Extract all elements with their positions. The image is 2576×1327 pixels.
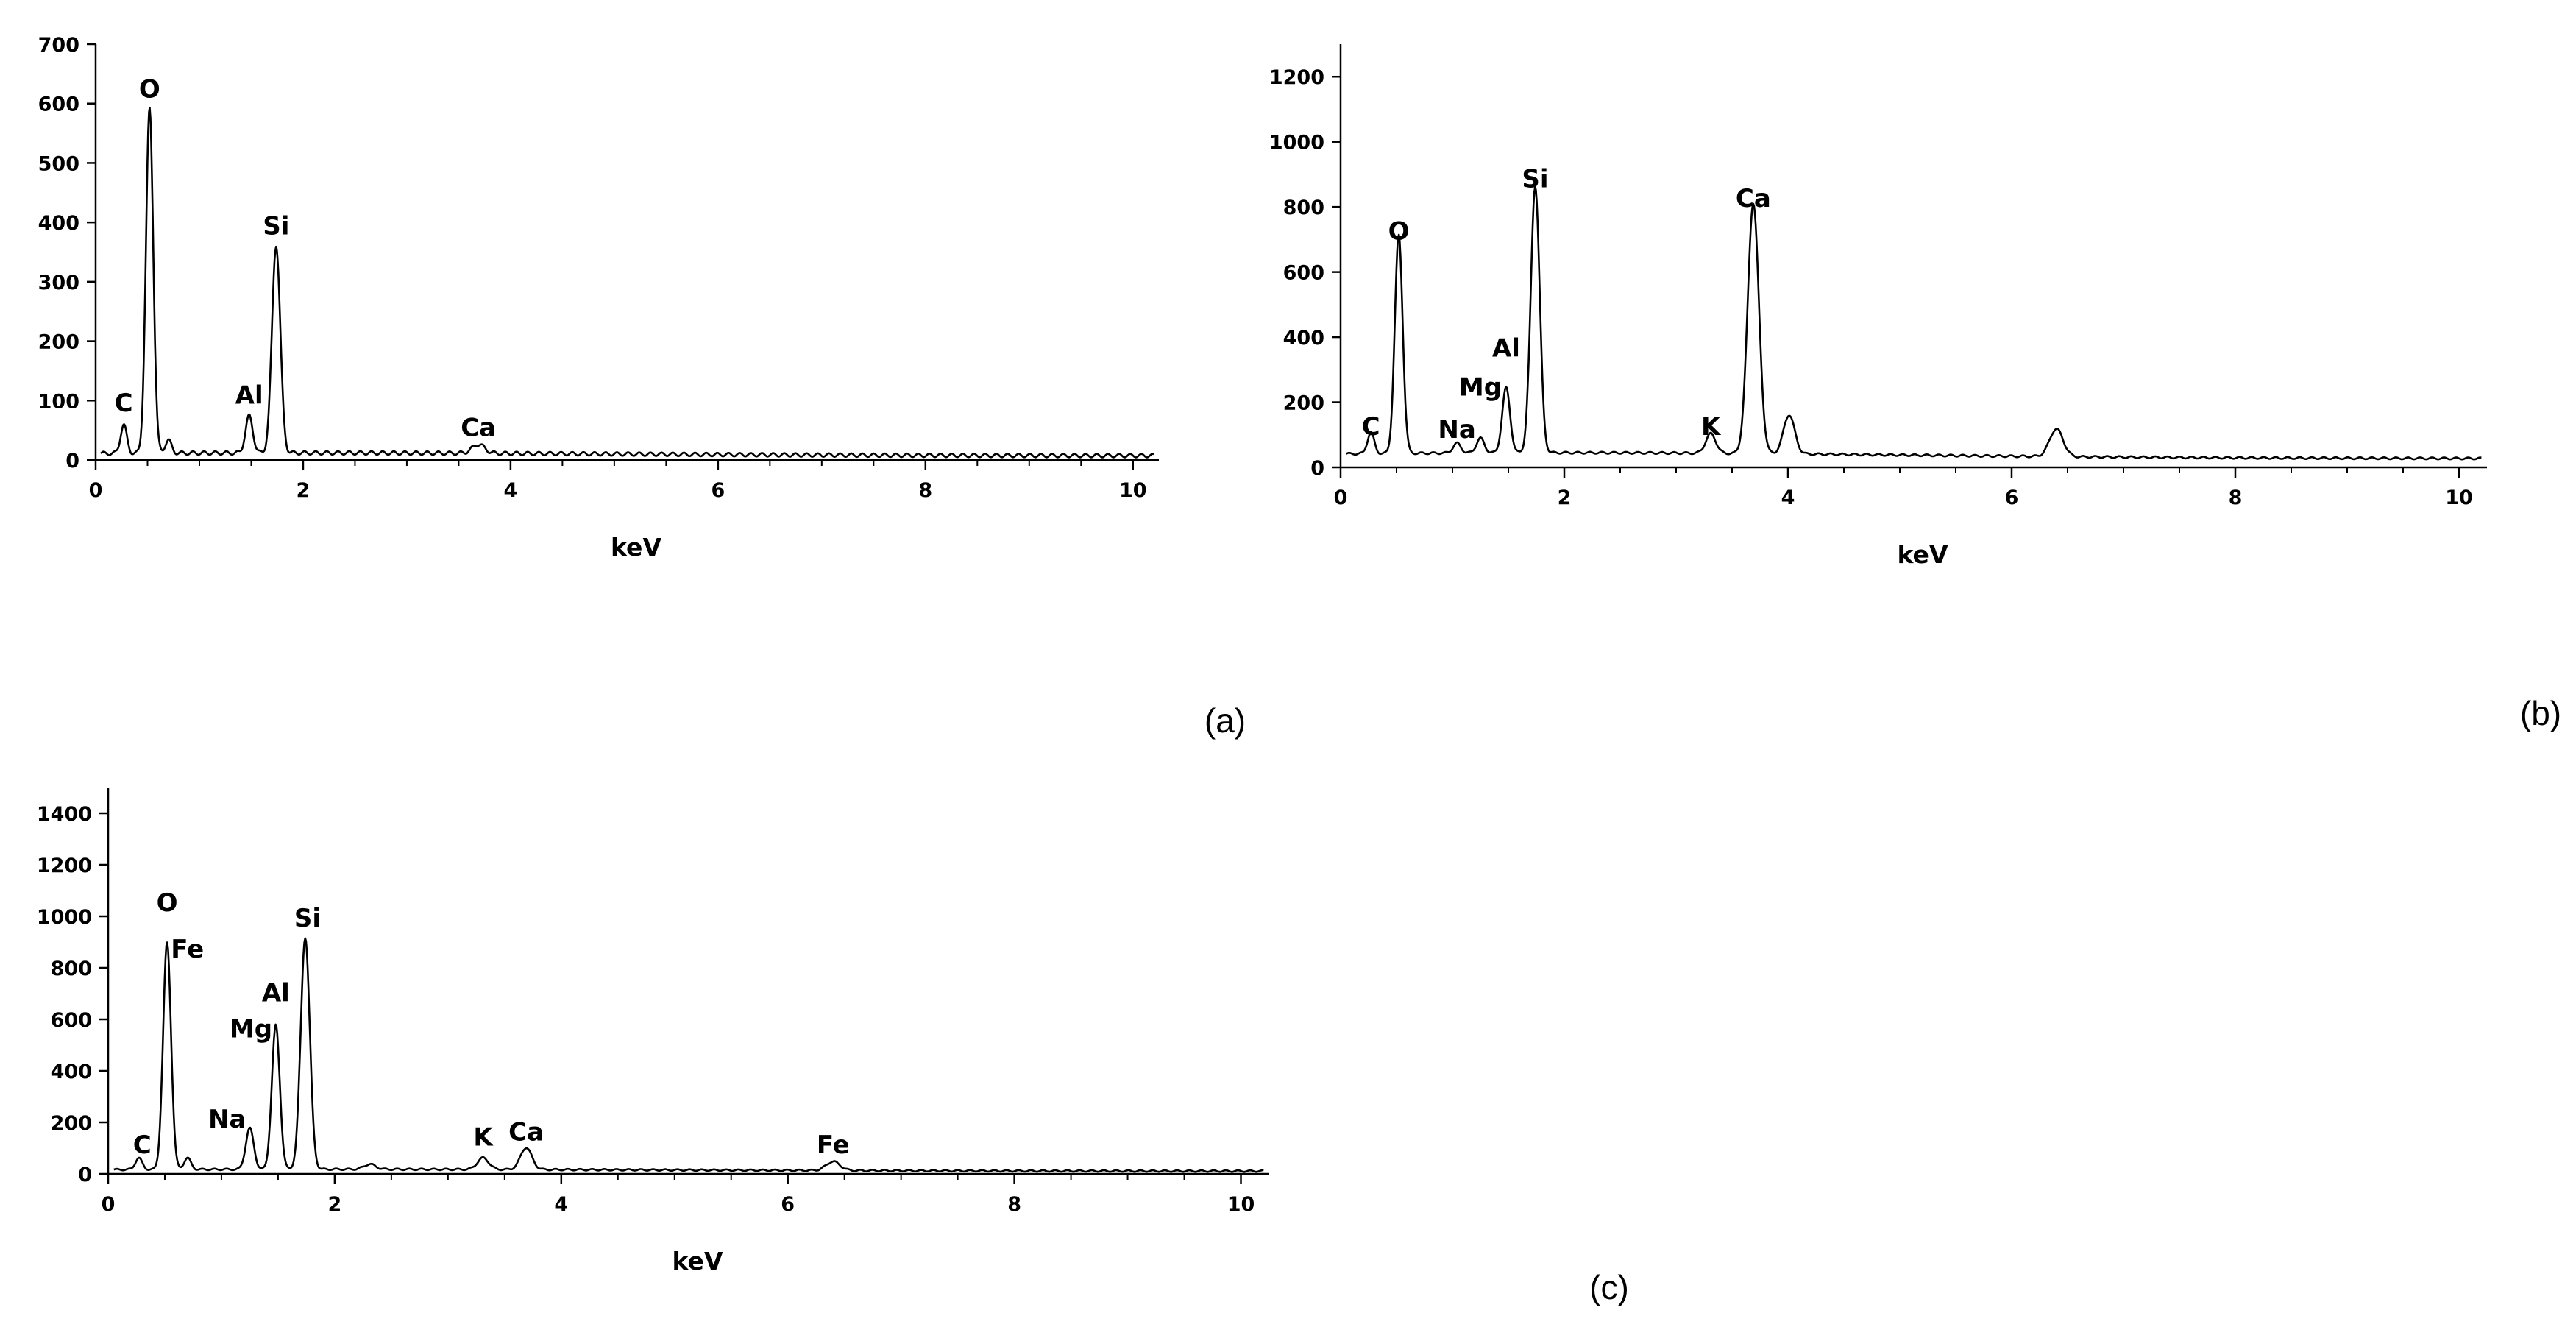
spectrum-panel-0: 0 100 200 300 400 500 600 700 0 2 4 6 8 10 keV C O Al Si Ca… — [38, 34, 1246, 740]
spectrum-panel-2: 0 200 400 600 800 1000 1200 1400 0 2 4 6 8 10 keV C O Fe N… — [37, 788, 1629, 1306]
x-tick-label: 8 — [918, 479, 932, 502]
peak-label-mg: Mg — [1459, 373, 1502, 403]
x-tick-label: 2 — [297, 479, 311, 502]
x-tick-label: 8 — [1007, 1193, 1021, 1216]
spectrum-line — [113, 937, 1264, 1173]
x-tick-label: 2 — [328, 1193, 342, 1216]
peak-label-k: K — [473, 1123, 494, 1153]
x-tick-label: 6 — [781, 1193, 795, 1216]
peak-label-si: Si — [1522, 165, 1548, 194]
y-tick-label: 0 — [1310, 457, 1324, 480]
y-tick-label: 100 — [38, 390, 79, 413]
peak-label-o: O — [139, 75, 160, 105]
peak-label-fe: Fe — [171, 935, 204, 964]
y-tick-label: 1000 — [1269, 132, 1324, 155]
peak-label-c: C — [1362, 412, 1380, 442]
x-tick-label: 8 — [2229, 486, 2243, 509]
x-tick-label: 10 — [2445, 486, 2473, 509]
y-tick-label: 0 — [65, 450, 79, 473]
peak-label-ca: Ca — [461, 414, 496, 443]
peak-label-si: Si — [294, 904, 321, 933]
y-tick-label: 400 — [38, 212, 79, 235]
y-tick-label: 400 — [51, 1061, 92, 1083]
y-tick-label: 1200 — [1269, 66, 1324, 89]
peak-label-al: Al — [262, 979, 290, 1008]
peak-label-ca: Ca — [508, 1118, 544, 1147]
peak-label-fe: Fe — [817, 1130, 850, 1160]
peak-label-c: C — [133, 1130, 152, 1160]
peak-label-o: O — [1388, 216, 1410, 246]
peak-label-na: Na — [1438, 415, 1475, 445]
x-tick-label: 10 — [1119, 479, 1147, 502]
x-axis-title: keV — [673, 1247, 723, 1275]
x-tick-label: 6 — [711, 479, 725, 502]
y-tick-label: 600 — [51, 1009, 92, 1032]
peak-label-ca: Ca — [1736, 184, 1771, 213]
y-tick-label: 700 — [38, 34, 79, 57]
panel-label: (a) — [1204, 701, 1246, 740]
peak-label-mg: Mg — [230, 1015, 272, 1044]
x-tick-label: 6 — [2005, 486, 2019, 509]
y-tick-label: 800 — [1283, 197, 1324, 219]
x-tick-label: 2 — [1558, 486, 1572, 509]
y-tick-label: 200 — [51, 1112, 92, 1135]
peak-label-o: O — [157, 888, 178, 918]
x-tick-label: 4 — [554, 1193, 568, 1216]
peak-label-c: C — [115, 389, 133, 418]
peak-label-al: Al — [1492, 334, 1520, 364]
y-tick-label: 0 — [78, 1164, 92, 1186]
x-axis-title: keV — [1898, 540, 1948, 569]
peak-label-al: Al — [235, 381, 263, 410]
y-tick-label: 800 — [51, 958, 92, 980]
y-tick-label: 400 — [1283, 327, 1324, 350]
x-tick-label: 0 — [102, 1193, 116, 1216]
peak-label-na: Na — [208, 1105, 246, 1134]
y-tick-label: 1000 — [37, 906, 92, 929]
spectrum-line — [100, 107, 1154, 459]
y-tick-label: 300 — [38, 272, 79, 294]
spectrum-line — [1346, 185, 2482, 461]
x-tick-label: 4 — [1781, 486, 1795, 509]
y-tick-label: 600 — [38, 93, 79, 116]
y-tick-label: 1200 — [37, 854, 92, 877]
peak-label-si: Si — [263, 211, 289, 241]
y-tick-label: 1400 — [37, 803, 92, 826]
y-tick-label: 500 — [38, 152, 79, 175]
panel-label: (c) — [1589, 1268, 1629, 1306]
x-axis-title: keV — [611, 533, 661, 562]
spectrum-panel-1: 0 200 400 600 800 1000 1200 0 2 4 6 8 10 keV C O Na Mg Al S… — [1269, 44, 2561, 732]
y-tick-label: 200 — [38, 331, 79, 354]
panel-label: (b) — [2520, 694, 2561, 732]
x-tick-label: 4 — [504, 479, 518, 502]
x-tick-label: 10 — [1227, 1193, 1255, 1216]
x-tick-label: 0 — [1334, 486, 1348, 509]
peak-label-k: K — [1701, 412, 1722, 442]
x-tick-label: 0 — [89, 479, 103, 502]
y-tick-label: 600 — [1283, 262, 1324, 285]
y-tick-label: 200 — [1283, 392, 1324, 415]
